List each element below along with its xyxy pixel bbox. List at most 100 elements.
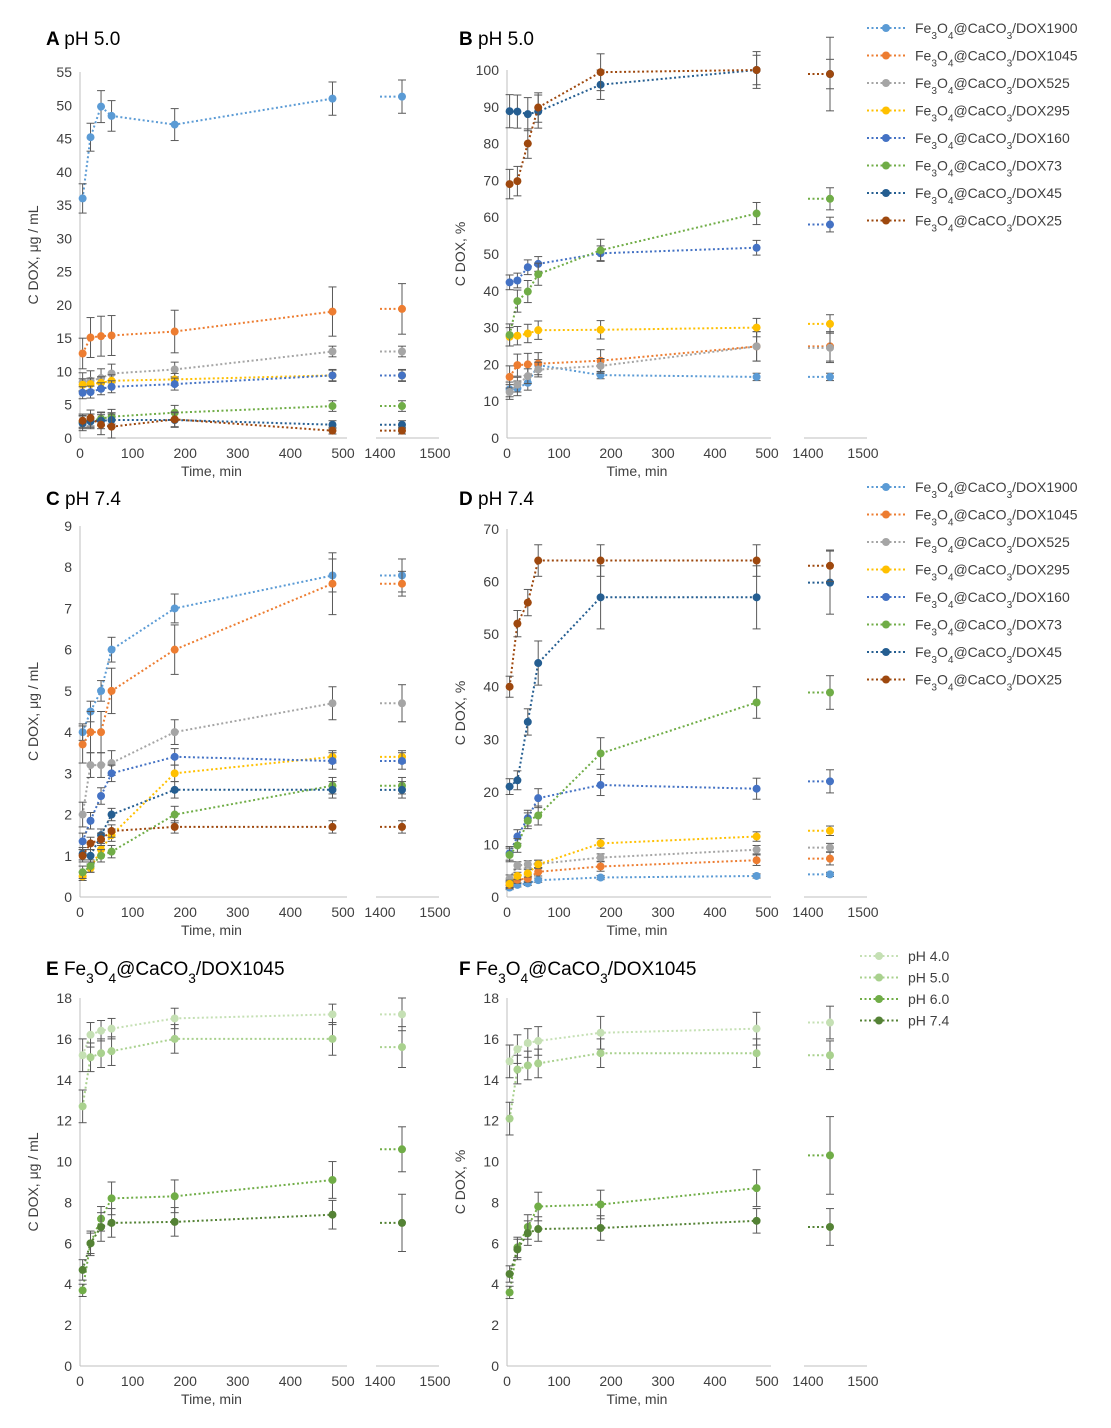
data-point	[97, 1222, 106, 1231]
series-line	[81, 825, 333, 857]
data-point	[523, 263, 532, 272]
legend-item-ph-5-0: pH 5.0	[860, 970, 949, 986]
data-point	[86, 1053, 95, 1062]
legend-label: Fe3O4@CaCO3/DOX525	[915, 75, 1070, 97]
y-tick-label: 50	[483, 626, 499, 642]
legend-label: Fe3O4@CaCO3/DOX1045	[915, 48, 1078, 70]
series-line	[81, 310, 333, 354]
data-point	[596, 325, 605, 334]
data-point	[596, 862, 605, 871]
data-point	[523, 1061, 532, 1070]
series-line	[81, 784, 333, 874]
legend-marker	[882, 538, 890, 546]
series-line	[82, 405, 333, 423]
x-tick-label: 500	[755, 1373, 779, 1389]
panel-title: E Fe3O4@CaCO3/DOX1045	[46, 959, 285, 986]
data-point	[523, 1038, 532, 1047]
legend-item-fe3o4-caco3-dox45: Fe3O4@CaCO3/DOX45	[867, 644, 1062, 666]
data-point	[86, 761, 95, 770]
data-point	[97, 835, 106, 844]
series-fe3o4-caco3-dox1045	[78, 552, 406, 764]
legend-item-fe3o4-caco3-dox1900: Fe3O4@CaCO3/DOX1900	[867, 479, 1078, 501]
data-point	[170, 604, 179, 613]
data-point	[328, 402, 337, 411]
x-tick-label: 200	[174, 904, 198, 920]
legend-item-fe3o4-caco3-dox45: Fe3O4@CaCO3/DOX45	[867, 185, 1062, 207]
data-point	[523, 598, 532, 607]
data-point	[107, 1047, 116, 1056]
legend-label: pH 4.0	[908, 948, 949, 964]
data-point	[107, 331, 116, 340]
legend-label: Fe3O4@CaCO3/DOX160	[915, 589, 1070, 611]
series-line	[82, 419, 333, 426]
data-point	[97, 102, 106, 111]
series-ph-5-0	[78, 1022, 406, 1124]
y-tick-label: 30	[483, 731, 499, 747]
legend-label: Fe3O4@CaCO3/DOX25	[915, 672, 1062, 694]
legend-marker	[882, 161, 890, 170]
series-line	[81, 702, 333, 815]
y-tick-label: 10	[483, 836, 499, 852]
data-point	[534, 794, 543, 803]
series-fe3o4-caco3-dox25	[78, 820, 406, 863]
y-tick-label: 10	[56, 363, 72, 379]
data-point	[513, 1065, 522, 1074]
data-point	[86, 1239, 95, 1248]
data-point	[513, 619, 522, 628]
data-point	[170, 1014, 179, 1023]
series-fe3o4-caco3-dox160	[78, 368, 406, 400]
series-ph-6-0	[78, 1126, 406, 1297]
y-tick-label: 10	[483, 1154, 499, 1170]
x-tick-label: 500	[755, 904, 779, 920]
data-point	[523, 329, 532, 338]
legend-item-fe3o4-caco3-dox1900: Fe3O4@CaCO3/DOX1900	[867, 20, 1078, 42]
y-tick-label: 0	[64, 889, 72, 905]
y-tick-label: 7	[64, 600, 72, 616]
data-point	[523, 860, 532, 869]
data-point	[86, 1030, 95, 1039]
data-point	[752, 856, 761, 865]
legend-label: Fe3O4@CaCO3/DOX295	[915, 103, 1070, 125]
x-tick-label: 300	[226, 904, 250, 920]
data-point	[505, 372, 514, 381]
x-tick-label: 100	[547, 445, 571, 461]
data-point	[596, 853, 605, 862]
data-point	[78, 837, 87, 846]
data-point	[86, 333, 95, 342]
data-point	[513, 776, 522, 785]
series-fe3o4-caco3-dox1045	[78, 283, 406, 370]
data-point	[170, 1217, 179, 1226]
data-point	[78, 851, 87, 860]
x-tick-label: 300	[226, 1373, 250, 1389]
data-point	[752, 593, 761, 602]
y-tick-label: 40	[483, 679, 499, 695]
y-tick-label: 5	[64, 397, 72, 413]
y-tick-label: 55	[56, 64, 72, 80]
legend-item-ph-7-4: pH 7.4	[860, 1013, 949, 1029]
data-point	[107, 827, 116, 836]
data-point	[78, 810, 87, 819]
data-point	[505, 388, 514, 396]
data-point	[534, 1202, 543, 1211]
data-point-break	[398, 92, 406, 101]
legend-marker	[882, 79, 890, 87]
y-tick-label: 60	[483, 574, 499, 590]
data-point-break	[398, 371, 406, 380]
legend-marker	[882, 620, 890, 629]
x-tick-label: 100	[121, 1373, 145, 1389]
data-point	[170, 380, 179, 389]
data-point	[752, 556, 761, 565]
y-tick-label: 20	[483, 356, 499, 372]
panel-d: 0 10 20 30 40 50 60 70 0 100 200 300 400 500 1400 1500 T…	[452, 489, 879, 938]
legend-label: Fe3O4@CaCO3/DOX295	[915, 562, 1070, 584]
y-tick-label: 8	[64, 1194, 72, 1210]
data-point-break	[826, 1018, 834, 1027]
x-tick-label: 500	[755, 445, 779, 461]
data-point	[505, 330, 514, 339]
data-point	[534, 1225, 543, 1234]
y-axis-label: C DOX, μg / mL	[25, 205, 41, 304]
series-fe3o4-caco3-dox73	[505, 675, 834, 863]
panel-title: D pH 7.4	[459, 489, 534, 510]
legend-label: Fe3O4@CaCO3/DOX45	[915, 644, 1062, 666]
